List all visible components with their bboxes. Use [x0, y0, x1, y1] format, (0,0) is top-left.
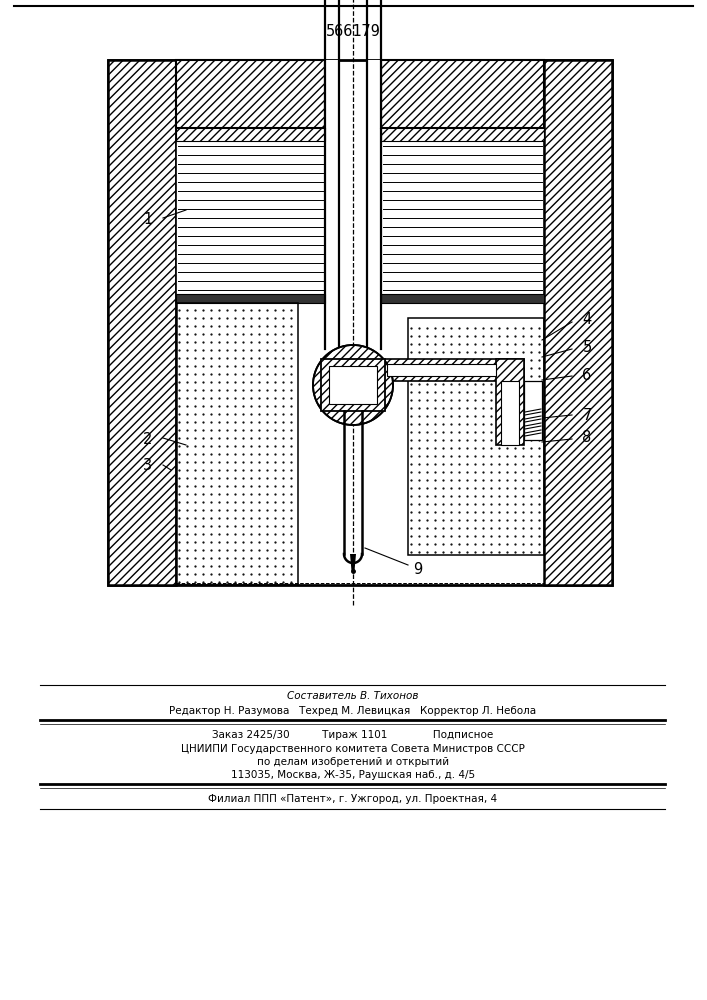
Text: Филиал ППП «Патент», г. Ужгород, ул. Проектная, 4: Филиал ППП «Патент», г. Ужгород, ул. Про… [209, 794, 498, 804]
Text: 5: 5 [583, 340, 592, 356]
Text: 3: 3 [144, 458, 153, 473]
Bar [501, 381, 519, 445]
Bar [176, 128, 325, 141]
Bar [381, 128, 544, 303]
Bar [367, 60, 381, 128]
Text: Составитель В. Тихонов: Составитель В. Тихонов [287, 691, 419, 701]
Text: 7: 7 [583, 408, 592, 422]
Text: 566179: 566179 [326, 24, 380, 39]
Bar [176, 128, 325, 303]
Text: по делам изобретений и открытий: по делам изобретений и открытий [257, 757, 449, 767]
Text: 9: 9 [414, 562, 423, 578]
Text: 1: 1 [144, 213, 153, 228]
Text: ЦНИИПИ Государственного комитета Совета Министров СССР: ЦНИИПИ Государственного комитета Совета … [181, 744, 525, 754]
Bar [387, 364, 496, 376]
Bar [524, 381, 542, 440]
Text: 2: 2 [144, 432, 153, 448]
Bar [325, 60, 339, 128]
Polygon shape [350, 554, 356, 571]
Bar [496, 359, 524, 445]
Text: 6: 6 [583, 367, 592, 382]
Bar [385, 359, 524, 381]
Bar [381, 294, 544, 303]
Bar [176, 294, 325, 303]
Bar [381, 60, 544, 128]
Bar [176, 303, 298, 585]
Bar [176, 60, 325, 128]
Text: 4: 4 [583, 312, 592, 328]
Bar [108, 60, 612, 585]
Bar [544, 60, 612, 585]
Bar [108, 60, 176, 585]
Bar [329, 366, 377, 404]
Bar [381, 128, 544, 141]
Text: 113035, Москва, Ж-35, Раушская наб., д. 4/5: 113035, Москва, Ж-35, Раушская наб., д. … [231, 770, 475, 780]
Text: 8: 8 [583, 430, 592, 446]
Text: Редактор Н. Разумова   Техред М. Левицкая   Корректор Л. Небола: Редактор Н. Разумова Техред М. Левицкая … [170, 706, 537, 716]
Circle shape [313, 345, 393, 425]
Bar [408, 318, 544, 555]
Text: Заказ 2425/30          Тираж 1101              Подписное: Заказ 2425/30 Тираж 1101 Подписное [212, 730, 493, 740]
Bar [321, 359, 385, 411]
